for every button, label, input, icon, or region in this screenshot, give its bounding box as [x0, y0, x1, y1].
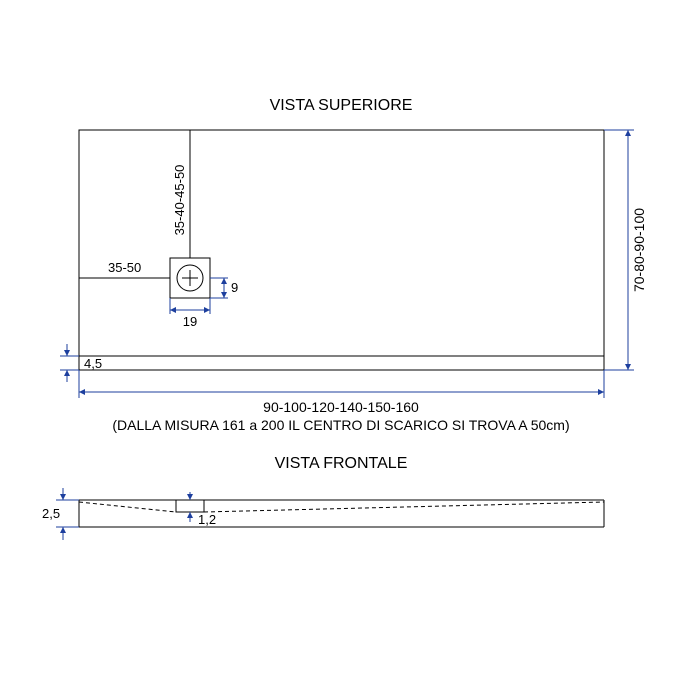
dim-front-height: 2,5: [42, 506, 60, 521]
front-slope-r: [204, 502, 604, 512]
dim-notch-depth: 1,2: [198, 512, 216, 527]
technical-drawing: VISTA SUPERIORE 35-50 35-40-45-50 19 9 4…: [0, 0, 700, 700]
front-notch: [176, 500, 204, 512]
dim-overall-widths: 90-100-120-140-150-160: [263, 399, 419, 415]
dim-drain-half-h: 9: [231, 280, 238, 295]
dim-drain-width: 19: [183, 314, 197, 329]
top-view-outline: [79, 130, 604, 370]
top-view-title: VISTA SUPERIORE: [270, 97, 413, 114]
front-view-title: VISTA FRONTALE: [275, 455, 408, 472]
front-slope-l: [79, 502, 176, 512]
dim-top-offset: 35-40-45-50: [172, 165, 187, 236]
dim-overall-heights: 70-80-90-100: [631, 208, 647, 292]
dim-overall-widths-note: (DALLA MISURA 161 a 200 IL CENTRO DI SCA…: [112, 417, 569, 433]
dim-ledge-height: 4,5: [84, 356, 102, 371]
dim-left-offset: 35-50: [108, 260, 141, 275]
